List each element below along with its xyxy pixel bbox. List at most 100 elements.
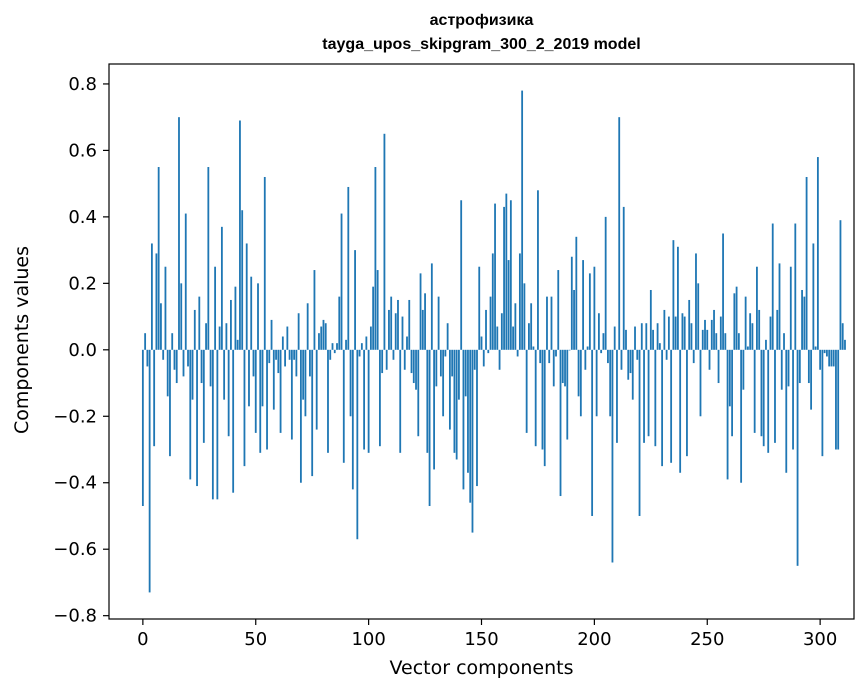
bar-28 [205, 323, 207, 350]
bar-49 [252, 349, 255, 377]
bar-192 [575, 236, 578, 350]
bar-18 [182, 349, 185, 377]
bar-230 [661, 349, 664, 467]
bar-304 [828, 349, 831, 367]
bar-274 [760, 349, 763, 437]
bar-165 [514, 303, 517, 350]
bar-120 [412, 349, 415, 384]
bar-9 [162, 349, 165, 360]
bar-284 [783, 333, 785, 350]
bar-44 [241, 210, 244, 350]
bar-122 [417, 349, 420, 437]
bar-119 [410, 349, 413, 374]
bar-61 [279, 349, 282, 433]
bar-97 [360, 343, 363, 350]
bar-3 [148, 349, 151, 593]
bar-58 [272, 349, 275, 410]
bar-56 [268, 349, 271, 364]
bar-116 [403, 349, 406, 370]
y-tick-label: 0.2 [68, 273, 97, 294]
bar-170 [525, 349, 528, 433]
bar-285 [785, 349, 788, 473]
bar-21 [189, 349, 192, 480]
bar-82 [327, 349, 329, 453]
bar-133 [442, 349, 445, 417]
bar-188 [566, 349, 569, 440]
bar-130 [435, 349, 438, 387]
bar-202 [597, 313, 600, 350]
bar-257 [722, 233, 724, 350]
bar-115 [401, 316, 404, 350]
bar-189 [568, 349, 571, 351]
chart-subtitle: tayga_upos_skipgram_300_2_2019 model [322, 36, 641, 53]
bar-69 [297, 313, 300, 350]
x-tick-label: 50 [244, 629, 267, 650]
bar-71 [302, 349, 305, 400]
bar-107 [383, 133, 386, 350]
axes-group: 0 50 100 150 200 250 300 −0.8 −0.6 −0.4 −0.2 0.0 0.2… [53, 63, 855, 650]
bar-295 [807, 349, 810, 384]
bar-12 [169, 349, 171, 457]
bar-25 [198, 296, 201, 350]
bar-148 [476, 349, 478, 487]
bar-31 [211, 349, 214, 500]
bar-213 [622, 206, 625, 350]
bar-27 [202, 349, 205, 443]
bar-156 [494, 203, 496, 350]
bar-139 [455, 349, 458, 460]
bar-195 [582, 260, 584, 350]
x-tick-label: 300 [803, 629, 837, 650]
bar-136 [448, 349, 451, 430]
bar-209 [613, 326, 616, 350]
bar-113 [397, 299, 399, 350]
bar-225 [649, 289, 652, 350]
x-tick-label: 0 [137, 629, 148, 650]
bar-260 [728, 349, 731, 407]
bar-272 [756, 266, 758, 350]
y-tick-label: −0.2 [53, 406, 97, 427]
bar-42 [236, 339, 239, 350]
bar-40 [232, 349, 235, 493]
bar-51 [257, 283, 259, 350]
bar-98 [363, 349, 366, 450]
bar-172 [530, 303, 533, 350]
bar-310 [841, 323, 844, 350]
bar-145 [469, 349, 472, 503]
bar-290 [796, 349, 799, 566]
bar-210 [616, 349, 618, 443]
y-tick-label: −0.6 [53, 539, 97, 560]
bar-300 [819, 349, 822, 370]
bar-253 [713, 309, 715, 350]
bar-243 [690, 323, 693, 350]
bar-302 [823, 349, 826, 354]
bar-174 [534, 349, 537, 447]
bar-52 [259, 349, 262, 453]
bar-283 [780, 349, 783, 390]
bar-176 [539, 349, 542, 364]
bar-201 [595, 349, 598, 417]
bar-193 [577, 349, 580, 397]
bar-308 [837, 349, 840, 450]
bar-256 [719, 316, 722, 350]
bar-53 [261, 349, 264, 407]
bar-179 [546, 296, 548, 350]
bar-124 [421, 309, 424, 350]
bar-267 [744, 296, 747, 350]
bar-279 [771, 223, 774, 350]
bar-11 [166, 349, 169, 397]
bar-134 [444, 349, 447, 357]
bar-54 [263, 176, 266, 350]
bar-291 [798, 349, 801, 384]
bar-1 [144, 333, 147, 350]
bar-242 [688, 299, 691, 350]
bar-95 [356, 349, 359, 540]
bar-33 [216, 349, 219, 500]
bar-271 [753, 349, 756, 433]
bar-123 [419, 273, 422, 350]
bar-265 [740, 349, 743, 483]
bar-8 [160, 303, 162, 350]
bar-39 [230, 299, 232, 350]
x-tick-label: 100 [351, 629, 385, 650]
bar-181 [550, 296, 553, 350]
